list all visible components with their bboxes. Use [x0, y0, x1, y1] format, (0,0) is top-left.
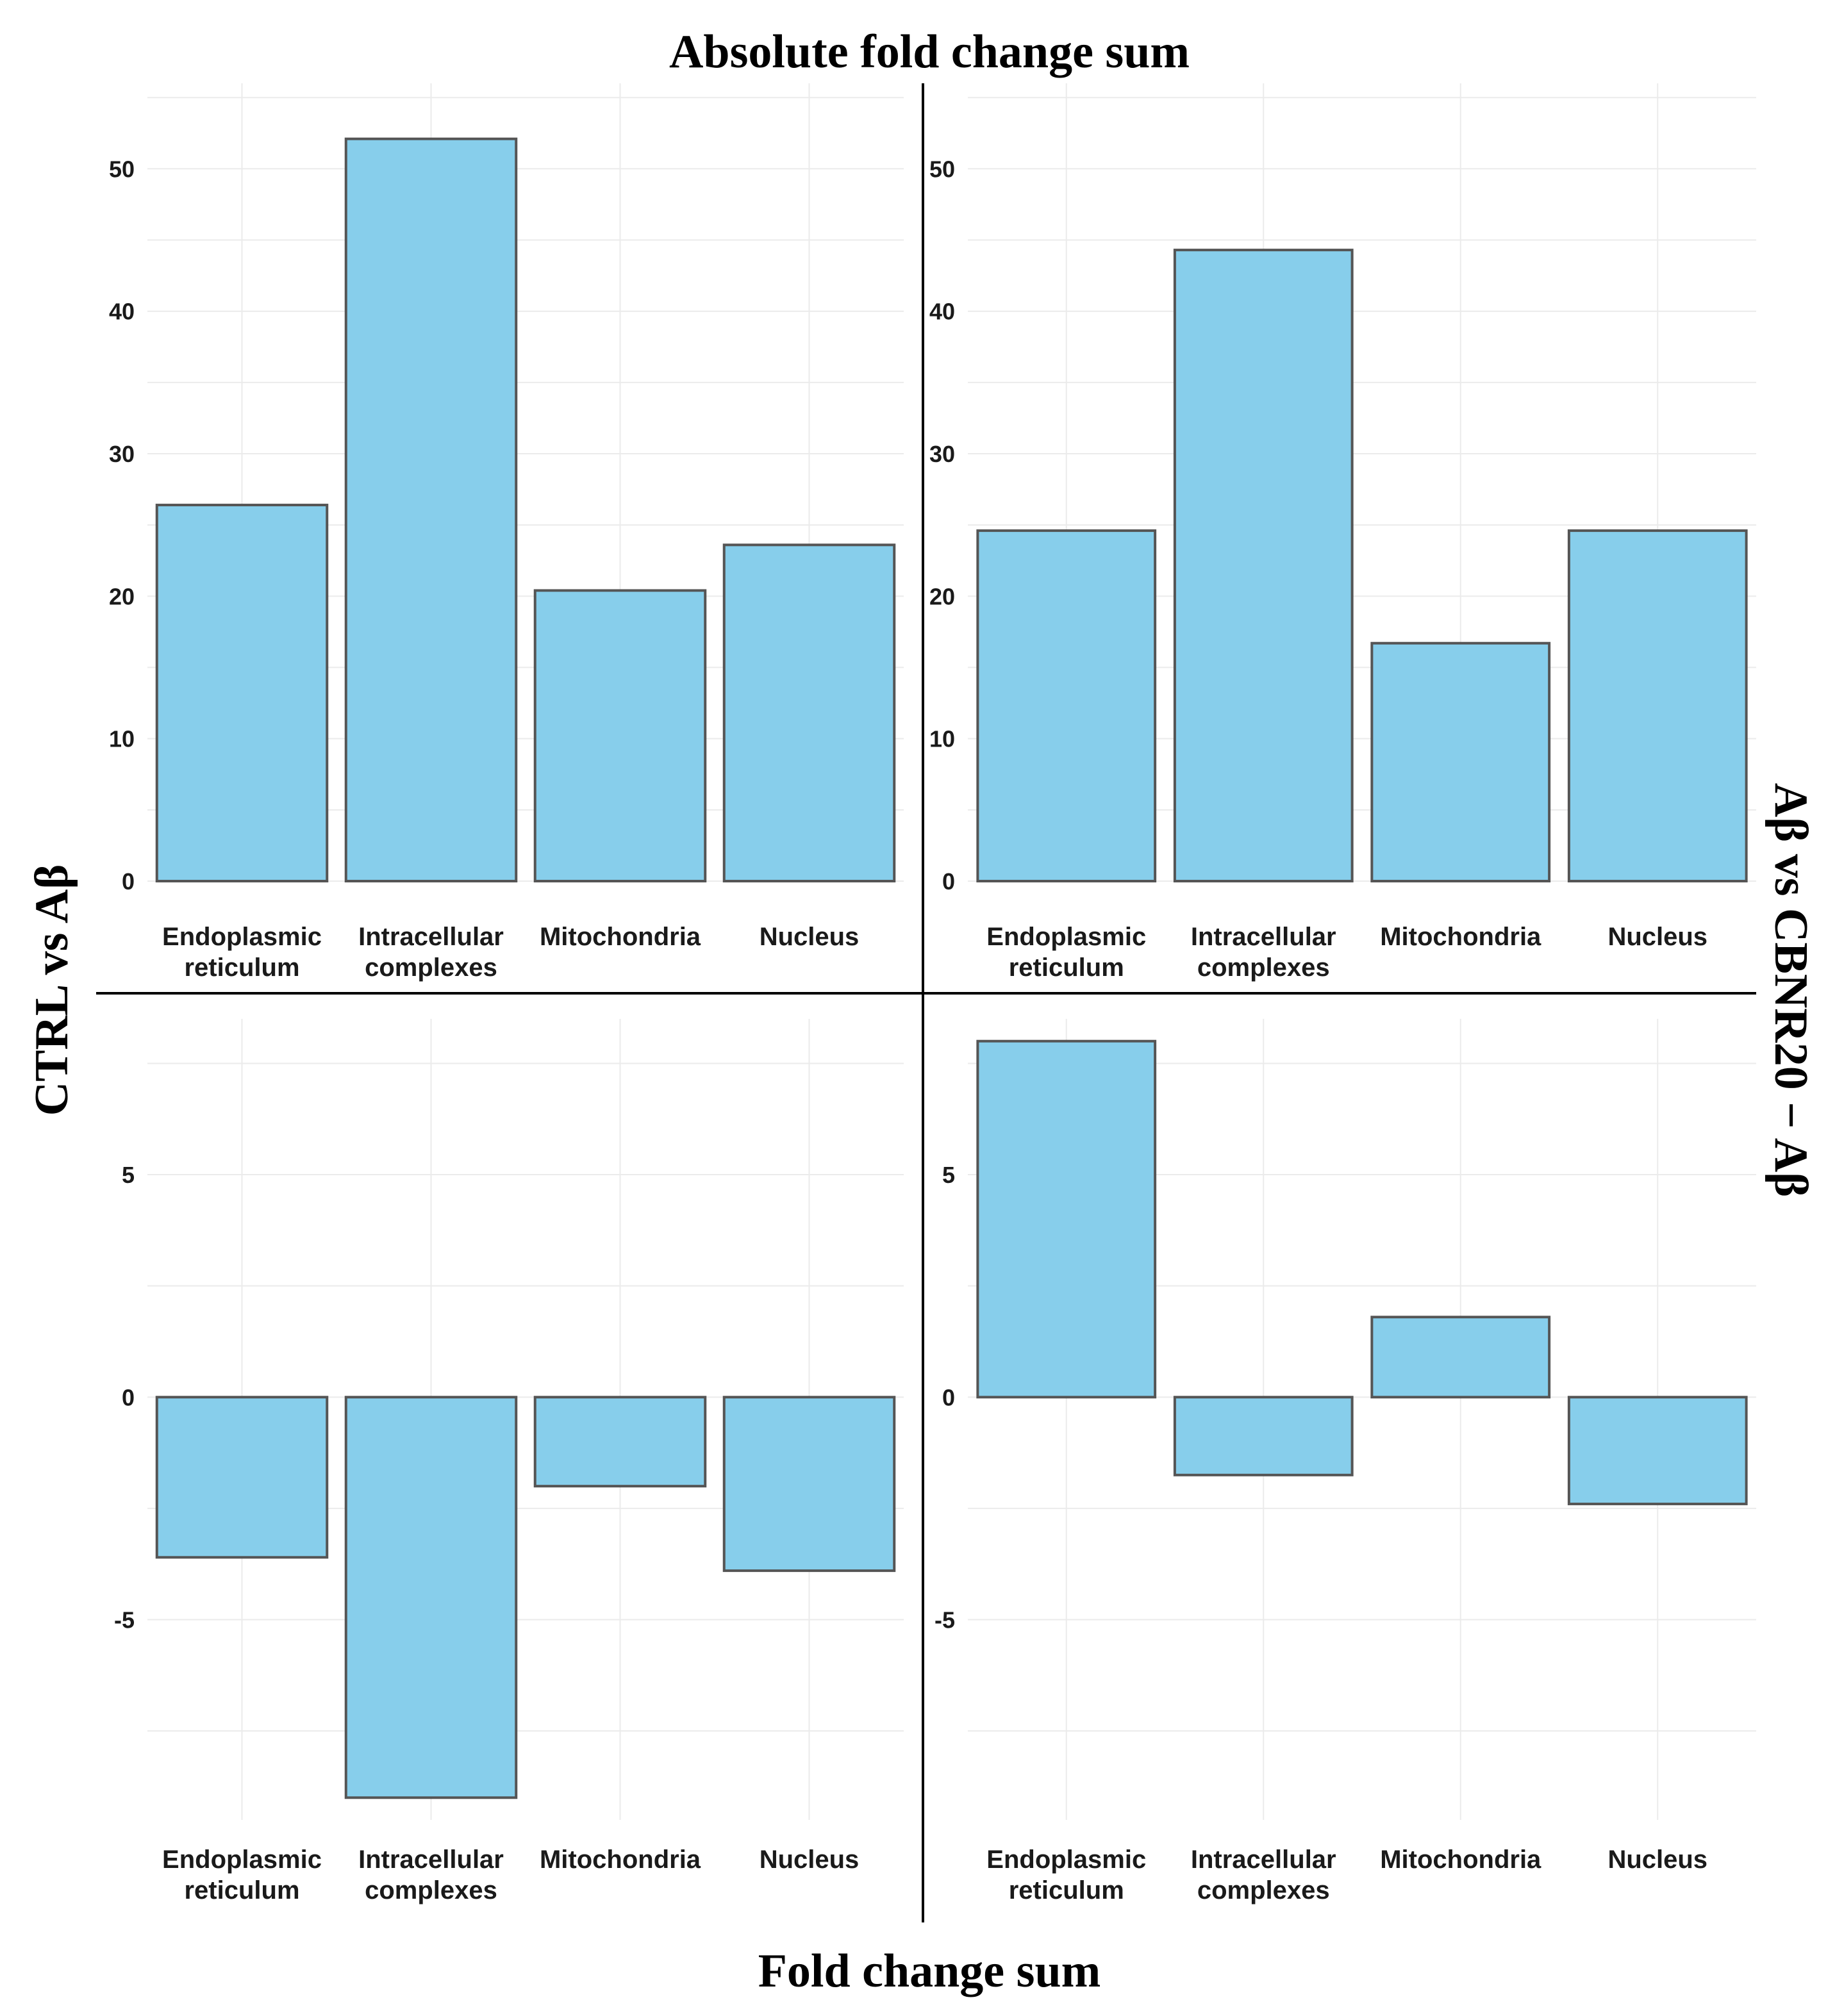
- category-label-line: Mitochondria: [540, 1846, 701, 1874]
- y-tick-label: 5: [122, 1162, 135, 1188]
- y-tick-label: 20: [109, 583, 135, 609]
- category-label-line: Intracellular: [358, 1846, 504, 1874]
- category-label: Endoplasmic reticulum: [162, 1846, 322, 1904]
- category-label: Nucleus: [760, 923, 860, 951]
- bar-nucleus: [1567, 529, 1748, 882]
- bottom-title: Fold change sum: [758, 1945, 1101, 1997]
- bar-endoplasmic: [155, 1396, 329, 1559]
- y-tick-label: 0: [942, 1384, 955, 1410]
- category-label-line: complexes: [1197, 1876, 1330, 1904]
- panel-bottom-right: -5 0 5 Endoplasmic reticulum Intracellular com…: [934, 1019, 1756, 1904]
- category-label: Intracellular complexes: [358, 1846, 504, 1904]
- category-label: Endoplasmic reticulum: [162, 923, 322, 982]
- y-tick-label: 40: [929, 299, 955, 325]
- category-label: Mitochondria: [1380, 1846, 1541, 1874]
- bar-mitochondria: [533, 589, 707, 882]
- bar-mitochondria: [533, 1396, 707, 1488]
- bar-nucleus: [1567, 1396, 1748, 1505]
- category-label-line: reticulum: [1009, 1876, 1124, 1904]
- y-tick-label: 20: [929, 583, 955, 609]
- y-tick-label: 40: [109, 299, 135, 325]
- category-label-line: Nucleus: [760, 1846, 860, 1874]
- bar-intracellular: [344, 137, 518, 883]
- panel-top-right: 0 10 20 30 40 50 Endoplasmic reticulum Intracell…: [929, 83, 1756, 982]
- category-label-line: complexes: [365, 954, 497, 982]
- bar-nucleus: [722, 543, 896, 882]
- panel-bottom-left: -5 0 5 Endoplasmic reticulum Intracellular com…: [114, 1019, 904, 1904]
- y-tick-label: 10: [109, 726, 135, 752]
- category-label-line: Nucleus: [1607, 1846, 1707, 1874]
- category-label-line: Endoplasmic: [986, 923, 1146, 951]
- y-tick-label: -5: [114, 1607, 135, 1633]
- category-label-line: Mitochondria: [1380, 1846, 1541, 1874]
- bar-mitochondria: [1370, 1316, 1551, 1399]
- bar-endoplasmic: [976, 1039, 1157, 1399]
- category-label-line: Mitochondria: [540, 923, 701, 951]
- category-label-line: Intracellular: [1191, 923, 1336, 951]
- y-tick-label: 10: [929, 726, 955, 752]
- category-label-line: reticulum: [1009, 954, 1124, 982]
- bar-intracellular: [1173, 1396, 1354, 1476]
- bar-intracellular: [1173, 249, 1354, 882]
- category-label: Intracellular complexes: [1191, 1846, 1336, 1904]
- y-tick-label: 50: [109, 156, 135, 182]
- category-label-line: Nucleus: [760, 923, 860, 951]
- y-tick-label: 50: [929, 156, 955, 182]
- bar-endoplasmic: [976, 529, 1157, 882]
- bar-mitochondria: [1370, 641, 1551, 882]
- category-label: Intracellular complexes: [358, 923, 504, 982]
- category-label-line: complexes: [365, 1876, 497, 1904]
- y-tick-label: 30: [109, 441, 135, 467]
- y-tick-label: 0: [122, 868, 135, 895]
- category-label-line: Mitochondria: [1380, 923, 1541, 951]
- category-label: Mitochondria: [540, 923, 701, 951]
- y-tick-label: -5: [934, 1607, 955, 1633]
- panel-top-left: 0 10 20 30 40 50 Endoplasmic reticulum Intracell…: [109, 83, 904, 982]
- category-label-line: Intracellular: [358, 923, 504, 951]
- category-label: Mitochondria: [1380, 923, 1541, 951]
- category-label: Nucleus: [760, 1846, 860, 1874]
- category-label: Nucleus: [1607, 1846, 1707, 1874]
- top-title: Absolute fold change sum: [669, 26, 1190, 78]
- category-label: Endoplasmic reticulum: [986, 1846, 1146, 1904]
- left-row-title: CTRL vs Aβ: [26, 864, 78, 1116]
- bar-endoplasmic: [155, 504, 329, 882]
- category-label: Intracellular complexes: [1191, 923, 1336, 982]
- category-label: Mitochondria: [540, 1846, 701, 1874]
- y-tick-label: 0: [122, 1384, 135, 1410]
- category-label-line: Endoplasmic: [986, 1846, 1146, 1874]
- bar-nucleus: [722, 1396, 896, 1573]
- category-label-line: reticulum: [184, 954, 299, 982]
- category-label: Endoplasmic reticulum: [986, 923, 1146, 982]
- y-tick-label: 0: [942, 868, 955, 895]
- right-row-title: Aβ vs CBNR20 − Aβ: [1765, 783, 1817, 1197]
- category-label-line: Endoplasmic: [162, 923, 322, 951]
- category-label-line: Nucleus: [1607, 923, 1707, 951]
- category-label: Nucleus: [1607, 923, 1707, 951]
- y-tick-label: 5: [942, 1162, 955, 1188]
- bar-intracellular: [344, 1396, 518, 1799]
- category-label-line: complexes: [1197, 954, 1330, 982]
- category-label-line: reticulum: [184, 1876, 299, 1904]
- category-label-line: Intracellular: [1191, 1846, 1336, 1874]
- y-tick-label: 30: [929, 441, 955, 467]
- category-label-line: Endoplasmic: [162, 1846, 322, 1874]
